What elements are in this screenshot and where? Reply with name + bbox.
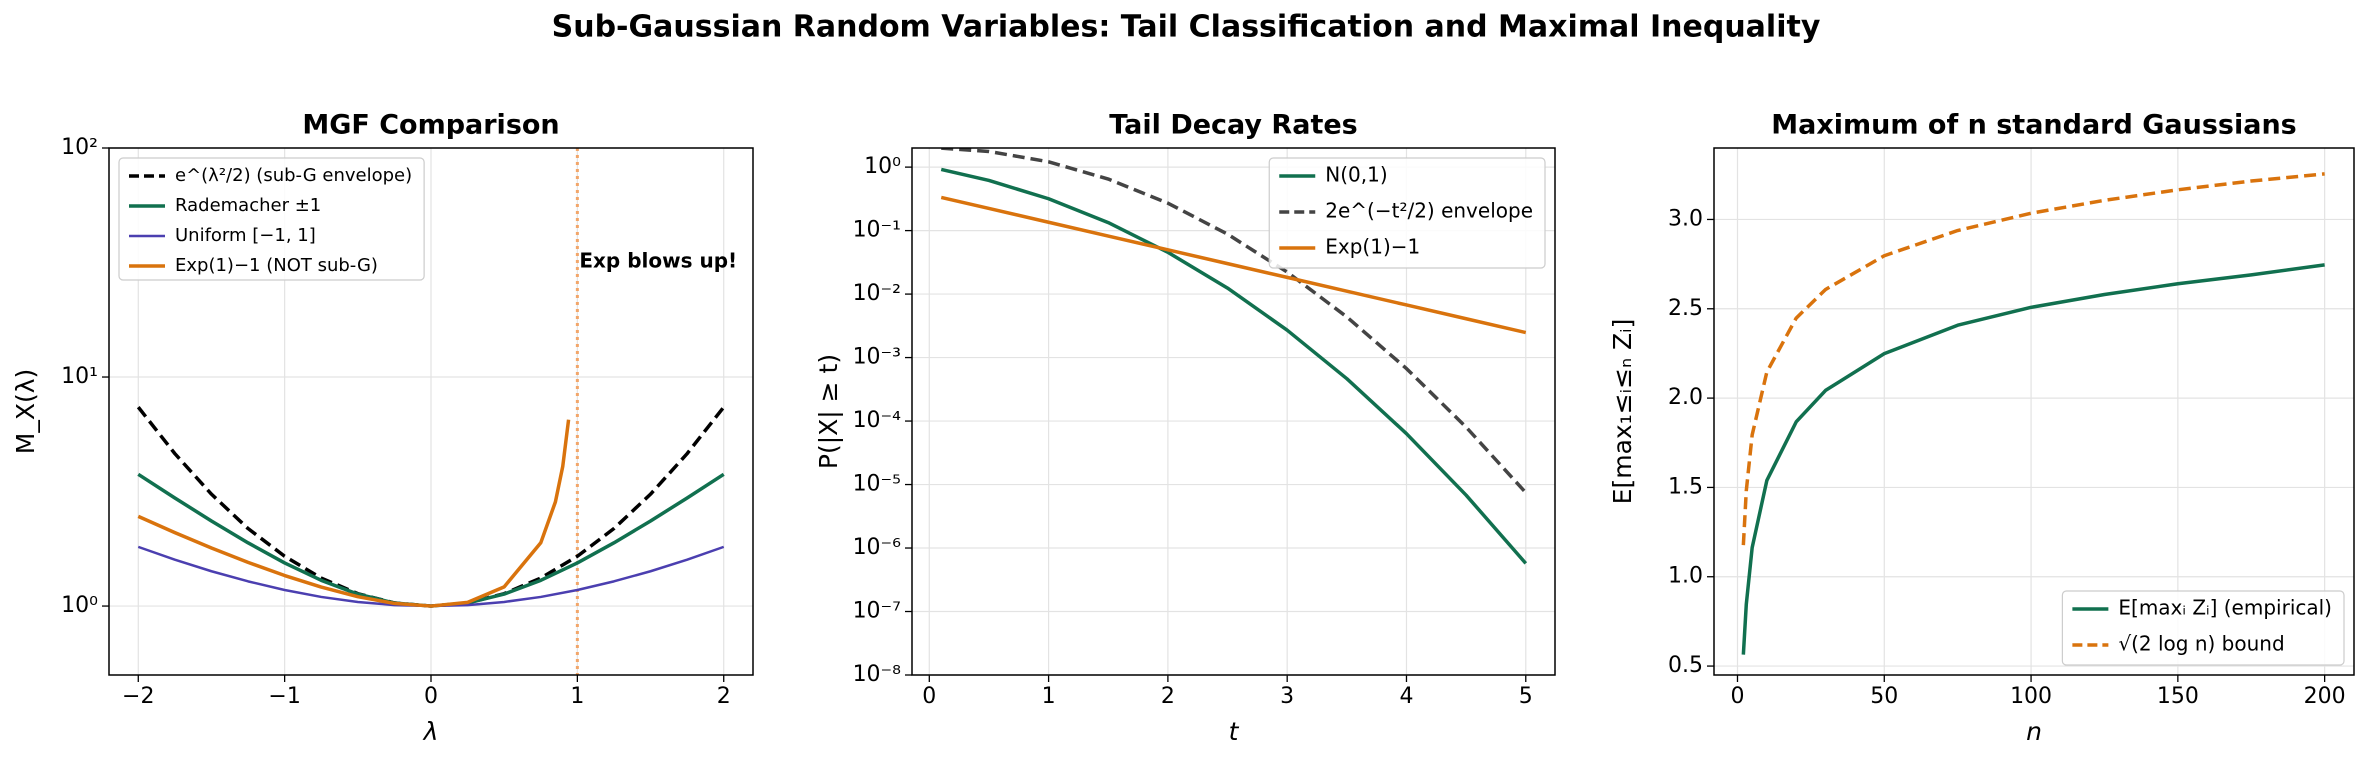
y-tick-label: 1.5: [1668, 474, 1703, 499]
y-tick-label: 10⁻⁶: [853, 535, 902, 560]
y-axis-label: E[max₁≤ᵢ≤ₙ Zᵢ]: [1608, 319, 1637, 505]
y-tick-label: 3.0: [1668, 206, 1703, 231]
series-line: [1741, 172, 2325, 546]
legend-label: Exp(1)−1 (NOT sub-G): [175, 255, 378, 276]
x-tick-label: 150: [2157, 684, 2199, 709]
y-tick-label: 2.5: [1668, 296, 1703, 321]
axes-title: Maximum of n standard Gaussians: [1771, 110, 2297, 141]
x-tick-label: 5: [1519, 684, 1533, 709]
legend: E[maxᵢ Zᵢ] (empirical) √(2 log n) bound: [2061, 590, 2345, 666]
y-tick-label: 10¹: [61, 364, 98, 389]
x-tick-label: 0: [922, 684, 936, 709]
y-tick-label: 10⁻⁸: [853, 662, 902, 687]
axes-frame: [1713, 147, 2355, 676]
legend-label: Rademacher ±1: [175, 195, 321, 216]
x-tick-label: 50: [1870, 684, 1898, 709]
x-tick-label: 0: [1730, 684, 1744, 709]
legend-label: √(2 log n) bound: [2118, 632, 2284, 656]
x-tick-label: −1: [268, 684, 300, 709]
series-line: [940, 167, 1528, 565]
series-line: [137, 419, 571, 608]
legend-label: Exp(1)−1: [1325, 235, 1420, 259]
x-axis-label: n: [2026, 717, 2042, 746]
x-tick-label: 100: [2010, 684, 2052, 709]
legend-label: e^(λ²/2) (sub-G envelope): [175, 165, 412, 186]
y-tick-label: 10⁰: [61, 593, 98, 618]
x-tick-label: −2: [122, 684, 154, 709]
series-line: [940, 195, 1527, 335]
y-axis-label: M_X(λ): [11, 369, 40, 455]
x-tick-label: 1: [1042, 684, 1056, 709]
y-tick-label: 2.0: [1668, 385, 1703, 410]
annotation: Exp blows up!: [579, 249, 737, 273]
x-tick-label: 2: [1161, 684, 1175, 709]
axes-title: MGF Comparison: [302, 110, 559, 141]
y-tick-label: 10⁻²: [853, 281, 901, 306]
y-tick-label: 10⁻⁵: [853, 472, 901, 497]
y-tick-label: 10⁻⁷: [853, 599, 901, 624]
legend-box: [2061, 590, 2345, 666]
legend: N(0,1) 2e^(−t²/2) envelope Exp(1)−1: [1268, 157, 1546, 269]
x-tick-label: 3: [1280, 684, 1294, 709]
series-line: [1741, 263, 2325, 655]
legend-box: [1268, 157, 1546, 269]
y-axis-label: P(|X| ≥ t): [814, 354, 843, 469]
x-tick-label: 0: [424, 684, 438, 709]
x-tick-label: 2: [717, 684, 731, 709]
legend-label: E[maxᵢ Zᵢ] (empirical): [2118, 596, 2332, 620]
y-tick-label: 0.5: [1668, 653, 1703, 678]
x-axis-label: t: [1229, 717, 1240, 746]
legend-label: N(0,1): [1325, 163, 1387, 187]
x-tick-label: 1: [570, 684, 584, 709]
y-tick-label: 10⁻¹: [853, 218, 901, 243]
axes-frame: [911, 147, 1556, 676]
legend-box: [118, 157, 425, 281]
y-tick-label: 1.0: [1668, 564, 1703, 589]
y-tick-label: 10⁻⁴: [853, 408, 902, 433]
legend-label: Uniform [−1, 1]: [175, 225, 316, 246]
x-axis-label: λ: [422, 717, 439, 746]
x-tick-label: 4: [1399, 684, 1413, 709]
axes-title: Tail Decay Rates: [1109, 110, 1357, 141]
x-tick-label: 200: [2304, 684, 2346, 709]
y-tick-label: 10⁻³: [853, 345, 901, 370]
figure-title: Sub-Gaussian Random Variables: Tail Clas…: [552, 10, 1821, 45]
legend-label: 2e^(−t²/2) envelope: [1325, 199, 1533, 223]
legend: e^(λ²/2) (sub-G envelope) Rademacher ±1 Un…: [118, 157, 425, 281]
y-tick-label: 10⁰: [864, 154, 901, 179]
axes-frame: [108, 147, 754, 676]
y-tick-label: 10²: [61, 135, 98, 160]
